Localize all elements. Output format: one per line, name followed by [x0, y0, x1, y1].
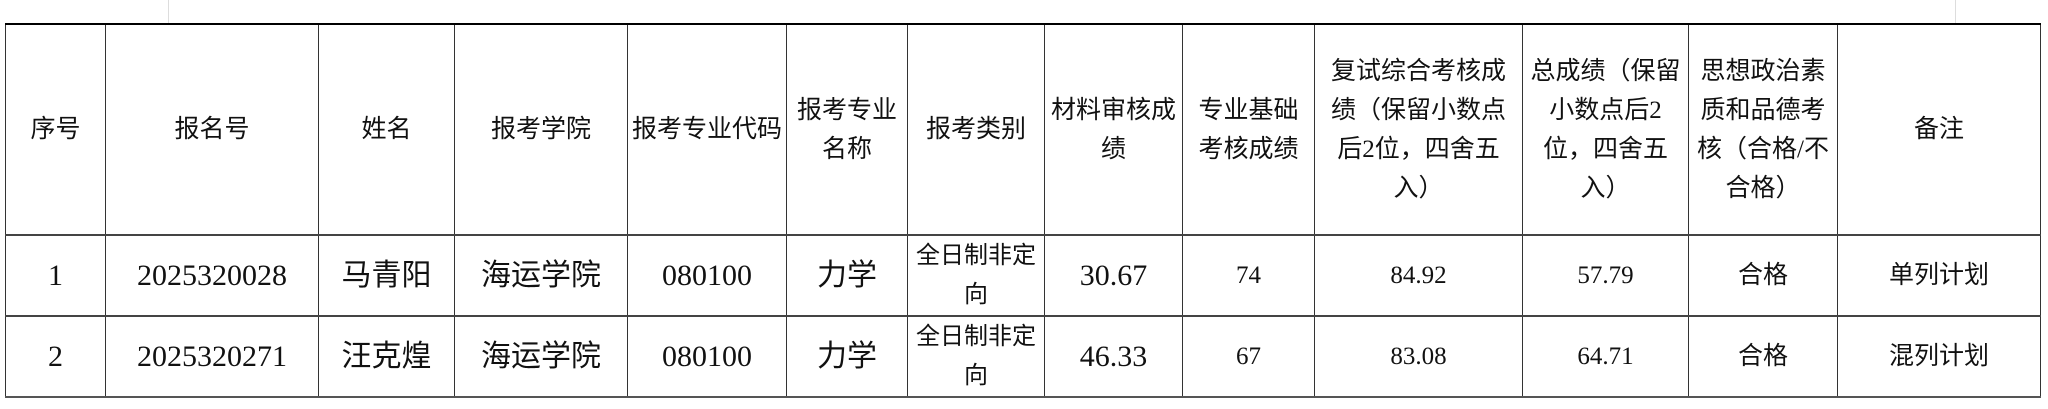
cell-remark: 单列计划: [1837, 234, 2041, 317]
header-interview-score: 复试综合考核成绩（保留小数点后2位，四舍五入）: [1314, 23, 1523, 236]
cell-index: 1: [5, 234, 106, 317]
cell-major-code: 080100: [627, 315, 787, 398]
table-row: 1 2025320028 马青阳 海运学院 080100 力学 全日制非定向 3…: [5, 234, 2041, 317]
cell-material-score: 30.67: [1044, 234, 1183, 317]
header-row: 序号 报名号 姓名 报考学院 报考专业代码 报考专业名称 报考类别 材料审核成绩…: [5, 23, 2041, 236]
header-total-score: 总成绩（保留小数点后2位，四舍五入）: [1522, 23, 1689, 236]
cell-index: 2: [5, 315, 106, 398]
cell-basic-score: 74: [1182, 234, 1315, 317]
cell-major-name: 力学: [786, 234, 908, 317]
score-table: 序号 报名号 姓名 报考学院 报考专业代码 报考专业名称 报考类别 材料审核成绩…: [5, 23, 2041, 398]
cell-interview-score: 83.08: [1314, 315, 1523, 398]
cell-registration-no: 2025320271: [105, 315, 319, 398]
header-index: 序号: [5, 23, 106, 236]
header-major-code: 报考专业代码: [627, 23, 787, 236]
cell-category: 全日制非定向: [907, 315, 1045, 398]
cell-category: 全日制非定向: [907, 234, 1045, 317]
cell-college: 海运学院: [454, 234, 628, 317]
cell-college: 海运学院: [454, 315, 628, 398]
header-basic-score: 专业基础考核成绩: [1182, 23, 1315, 236]
page-margin-guide: [168, 0, 169, 23]
header-major-name: 报考专业名称: [786, 23, 908, 236]
cell-total-score: 57.79: [1522, 234, 1689, 317]
page-margin-guide: [1955, 0, 1956, 23]
header-material-score: 材料审核成绩: [1044, 23, 1183, 236]
cell-remark: 混列计划: [1837, 315, 2041, 398]
header-registration-no: 报名号: [105, 23, 319, 236]
header-college: 报考学院: [454, 23, 628, 236]
cell-political-check: 合格: [1688, 315, 1838, 398]
header-political-check: 思想政治素质和品德考核（合格/不合格）: [1688, 23, 1838, 236]
cell-registration-no: 2025320028: [105, 234, 319, 317]
table-row: 2 2025320271 汪克煌 海运学院 080100 力学 全日制非定向 4…: [5, 315, 2041, 398]
cell-major-code: 080100: [627, 234, 787, 317]
header-category: 报考类别: [907, 23, 1045, 236]
cell-material-score: 46.33: [1044, 315, 1183, 398]
cell-major-name: 力学: [786, 315, 908, 398]
header-remark: 备注: [1837, 23, 2041, 236]
cell-political-check: 合格: [1688, 234, 1838, 317]
cell-total-score: 64.71: [1522, 315, 1689, 398]
cell-interview-score: 84.92: [1314, 234, 1523, 317]
cell-basic-score: 67: [1182, 315, 1315, 398]
header-name: 姓名: [318, 23, 455, 236]
cell-name: 汪克煌: [318, 315, 455, 398]
cell-name: 马青阳: [318, 234, 455, 317]
